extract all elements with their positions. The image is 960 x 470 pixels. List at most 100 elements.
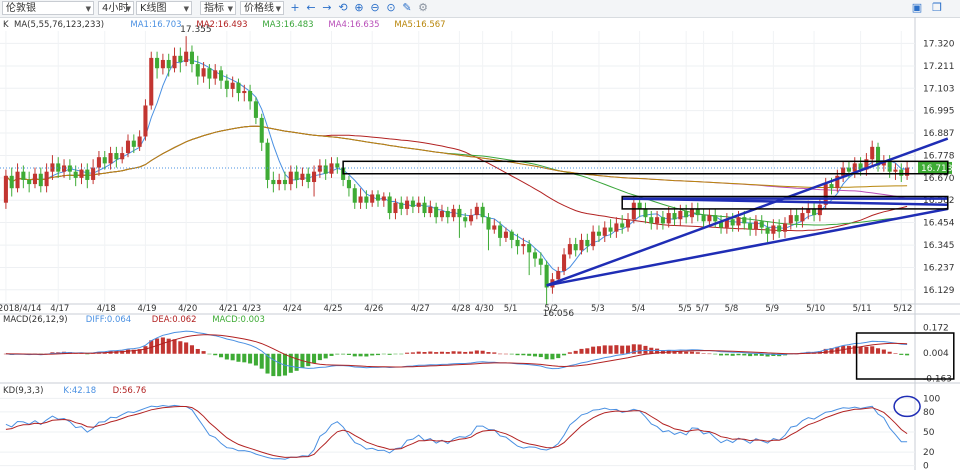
refresh-icon[interactable]: ⟲ bbox=[338, 1, 348, 14]
x-tick-label: 5/10 bbox=[806, 304, 825, 314]
y-tick-label: 16.345 bbox=[923, 241, 955, 251]
y-tick-label: 17.211 bbox=[923, 62, 955, 72]
macd-bar bbox=[881, 349, 886, 354]
macd-bar bbox=[602, 345, 607, 354]
x-tick-label: 4/23 bbox=[242, 304, 261, 314]
candle bbox=[707, 215, 712, 222]
crosshair-icon[interactable]: + bbox=[290, 1, 300, 14]
macd-bar bbox=[312, 353, 317, 364]
macd-bar bbox=[329, 353, 334, 356]
macd-bar bbox=[701, 353, 706, 354]
arrow-right-icon[interactable]: → bbox=[322, 1, 332, 14]
macd-bar bbox=[352, 353, 357, 357]
layout-icon[interactable]: ▣ bbox=[911, 1, 923, 14]
x-tick-label: 4/21 bbox=[219, 304, 238, 314]
candle bbox=[498, 225, 503, 238]
macd-bar bbox=[172, 339, 177, 354]
candle bbox=[428, 206, 433, 214]
candle bbox=[474, 206, 479, 216]
macd-bar bbox=[213, 353, 218, 356]
indicators-select[interactable]: 指标 ▼ bbox=[200, 1, 236, 15]
candle bbox=[503, 231, 508, 238]
x-tick-label: 5/11 bbox=[853, 304, 872, 314]
zoom-out-icon[interactable]: ⊖ bbox=[370, 1, 380, 14]
kd-tick-label: 100 bbox=[923, 394, 940, 404]
macd-bar bbox=[434, 352, 439, 354]
candle bbox=[672, 213, 677, 220]
candle bbox=[9, 175, 14, 189]
arrow-left-icon[interactable]: ← bbox=[306, 1, 316, 14]
macd-bar bbox=[643, 345, 648, 354]
candle bbox=[823, 184, 828, 205]
macd-bar bbox=[509, 353, 514, 355]
chevron-down-icon: ▼ bbox=[227, 5, 233, 13]
candle bbox=[567, 244, 572, 255]
candle bbox=[521, 244, 526, 247]
candle bbox=[759, 221, 764, 228]
macd-bar bbox=[899, 353, 904, 355]
y-tick-label: 16.454 bbox=[923, 219, 955, 229]
macd-bar bbox=[486, 352, 491, 354]
macd-bar bbox=[875, 348, 881, 354]
main-legend-item: MA1:16.703 bbox=[130, 20, 181, 30]
settings-icon[interactable]: ⚙ bbox=[418, 1, 428, 14]
macd-bar bbox=[195, 348, 200, 354]
macd-legend-item: DIFF:0.064 bbox=[86, 315, 131, 325]
restore-icon[interactable]: ❐ bbox=[932, 1, 942, 14]
macd-bar bbox=[457, 351, 462, 354]
candle bbox=[556, 270, 561, 280]
x-axis: 2018/4/14 4/17 4/18 4/19 4/20 4/21 4/23 4/24 4/2… bbox=[0, 304, 912, 314]
candle bbox=[451, 208, 456, 218]
kd-tick-label: 20 bbox=[923, 448, 935, 458]
instrument-select[interactable]: 伦敦银 ▼ bbox=[2, 1, 94, 15]
candle bbox=[79, 169, 84, 178]
candle bbox=[730, 219, 735, 226]
price-line-select[interactable]: 价格线 ▼ bbox=[240, 1, 284, 15]
macd-bar bbox=[271, 353, 276, 377]
candle bbox=[38, 173, 43, 187]
macd-bar bbox=[544, 353, 549, 360]
candle bbox=[887, 161, 892, 172]
candle bbox=[445, 210, 450, 218]
macd-bar bbox=[155, 338, 160, 354]
macd-bar bbox=[224, 353, 229, 360]
x-tick-label: 5/5 bbox=[678, 304, 692, 314]
macd-bar bbox=[736, 353, 741, 356]
chart-mode-select[interactable]: K线图 ▼ bbox=[136, 1, 192, 15]
macd-tick-label: 0.172 bbox=[923, 324, 949, 334]
candle bbox=[771, 225, 776, 234]
low-label: 16.056 bbox=[543, 309, 575, 319]
macd-bar bbox=[672, 351, 677, 354]
candle bbox=[643, 208, 648, 218]
candle bbox=[172, 55, 177, 69]
macd-bar bbox=[753, 353, 758, 356]
candle bbox=[265, 142, 270, 180]
zoom-reset-icon[interactable]: ⊙ bbox=[386, 1, 396, 14]
macd-bar bbox=[538, 353, 543, 358]
zoom-in-icon[interactable]: ⊕ bbox=[354, 1, 364, 14]
candle bbox=[201, 68, 206, 77]
macd-bar bbox=[131, 349, 136, 354]
candle bbox=[736, 217, 741, 226]
x-tick-label: 4/17 bbox=[50, 304, 69, 314]
trendline bbox=[546, 137, 949, 287]
macd-bar bbox=[480, 350, 485, 354]
candle bbox=[21, 171, 26, 180]
candle bbox=[399, 202, 404, 209]
x-tick-label: 4/19 bbox=[137, 304, 156, 314]
macd-bar bbox=[306, 353, 311, 367]
macd-bar bbox=[870, 346, 875, 354]
candle bbox=[143, 105, 148, 137]
macd-bar bbox=[579, 348, 584, 354]
instrument-label: 伦敦银 bbox=[6, 3, 36, 14]
macd-bar bbox=[684, 351, 689, 354]
y-tick-label: 16.887 bbox=[923, 129, 955, 139]
grid bbox=[0, 17, 960, 470]
candle bbox=[835, 175, 840, 189]
pencil-icon[interactable]: ✎ bbox=[402, 1, 412, 14]
macd-bar bbox=[823, 348, 828, 354]
macd-bar bbox=[282, 353, 288, 376]
candle bbox=[218, 70, 224, 81]
period-select[interactable]: 4小时 ▼ bbox=[98, 1, 134, 15]
macd-bar bbox=[439, 351, 444, 354]
